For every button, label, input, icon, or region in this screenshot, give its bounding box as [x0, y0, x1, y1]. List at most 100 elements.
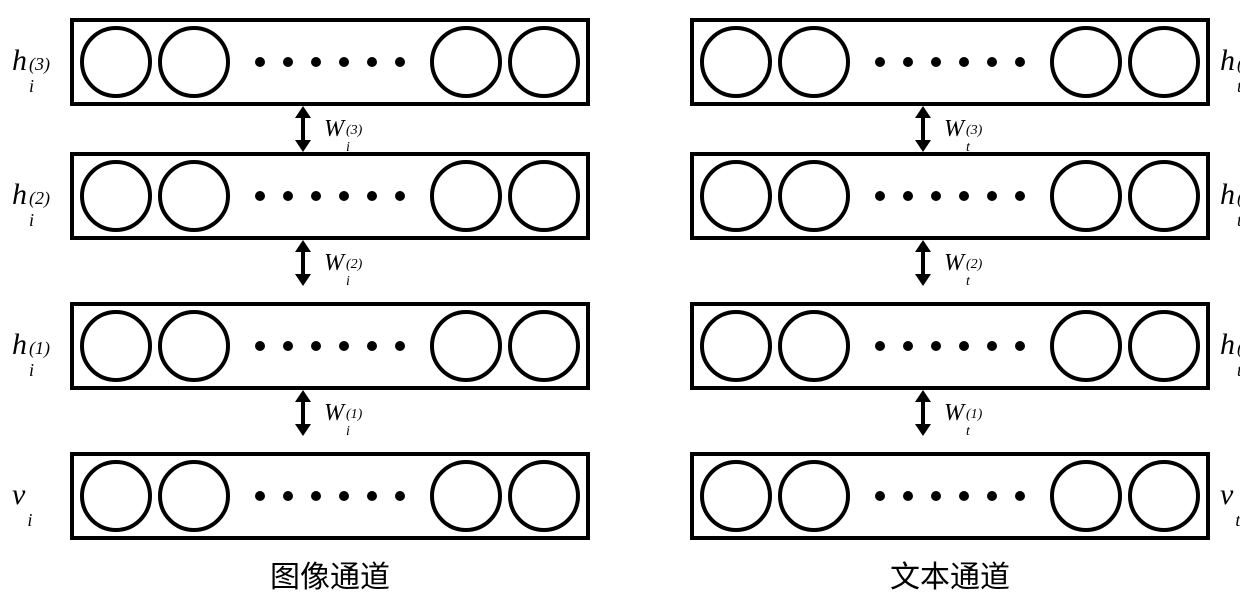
dot [339, 57, 349, 67]
dot [367, 491, 377, 501]
node-group [430, 160, 580, 232]
layer-label: vt [1220, 478, 1233, 512]
layer-box [690, 302, 1210, 390]
dot [987, 341, 997, 351]
layer-label: h(1)t [1220, 328, 1235, 362]
node-group [430, 460, 580, 532]
unit-node [700, 26, 772, 98]
dot [875, 191, 885, 201]
unit-node [508, 160, 580, 232]
dot [931, 491, 941, 501]
layer-label: h(2)t [1220, 178, 1235, 212]
layer-label: vi [12, 478, 25, 512]
weight-arrow: W(2)i [292, 240, 368, 286]
layer-label: h(3)t [1220, 44, 1235, 78]
weight-arrow: W(1)i [292, 390, 368, 436]
dot [959, 57, 969, 67]
double-arrow-icon [292, 106, 314, 152]
dbm-diagram: h(3)ih(2)ih(1)iviW(3)iW(2)iW(1)i图像通道h(3)… [0, 0, 1240, 610]
ellipsis-dots [875, 191, 1025, 201]
weight-label: W(2)i [320, 250, 368, 277]
unit-node [508, 26, 580, 98]
unit-node [158, 26, 230, 98]
dot [367, 191, 377, 201]
dot [395, 57, 405, 67]
layer-label: h(2)i [12, 178, 27, 212]
unit-node [430, 160, 502, 232]
dot [367, 57, 377, 67]
unit-node [1128, 310, 1200, 382]
dot [1015, 341, 1025, 351]
layer-box [70, 152, 590, 240]
ellipsis-dots [875, 57, 1025, 67]
dot [283, 491, 293, 501]
channel-title: 图像通道 [70, 552, 590, 596]
unit-node [80, 460, 152, 532]
weight-arrow: W(2)t [912, 240, 988, 286]
unit-node [700, 310, 772, 382]
dot [931, 191, 941, 201]
dot [395, 491, 405, 501]
node-group [430, 26, 580, 98]
dot [339, 341, 349, 351]
dot [931, 341, 941, 351]
unit-node [1050, 160, 1122, 232]
dot [959, 491, 969, 501]
unit-node [430, 26, 502, 98]
unit-node [158, 160, 230, 232]
unit-node [700, 460, 772, 532]
dot [367, 341, 377, 351]
unit-node [1050, 460, 1122, 532]
weight-label: W(3)t [940, 116, 988, 143]
unit-node [778, 310, 850, 382]
dot [255, 341, 265, 351]
unit-node [158, 310, 230, 382]
unit-node [430, 310, 502, 382]
dot [987, 191, 997, 201]
double-arrow-icon [912, 240, 934, 286]
unit-node [158, 460, 230, 532]
unit-node [508, 460, 580, 532]
node-group [80, 310, 230, 382]
node-group [1050, 460, 1200, 532]
layer-box [70, 452, 590, 540]
weight-arrow: W(3)t [912, 106, 988, 152]
unit-node [778, 460, 850, 532]
dot [395, 341, 405, 351]
dot [283, 341, 293, 351]
node-group [700, 26, 850, 98]
node-group [80, 160, 230, 232]
dot [903, 491, 913, 501]
dot [959, 191, 969, 201]
double-arrow-icon [912, 106, 934, 152]
ellipsis-dots [875, 491, 1025, 501]
node-group [700, 310, 850, 382]
dot [283, 191, 293, 201]
unit-node [700, 160, 772, 232]
weight-label: W(1)i [320, 400, 368, 427]
dot [311, 57, 321, 67]
unit-node [1050, 26, 1122, 98]
unit-node [1128, 460, 1200, 532]
dot [875, 57, 885, 67]
dot [311, 341, 321, 351]
dot [987, 57, 997, 67]
channel-left: h(3)ih(2)ih(1)iviW(3)iW(2)iW(1)i图像通道 [20, 0, 640, 610]
ellipsis-dots [875, 341, 1025, 351]
weight-arrow: W(3)i [292, 106, 368, 152]
unit-node [80, 160, 152, 232]
layer-box [70, 302, 590, 390]
ellipsis-dots [255, 57, 405, 67]
unit-node [778, 26, 850, 98]
double-arrow-icon [912, 390, 934, 436]
dot [1015, 491, 1025, 501]
dot [1015, 191, 1025, 201]
dot [339, 191, 349, 201]
node-group [1050, 26, 1200, 98]
dot [283, 57, 293, 67]
unit-node [508, 310, 580, 382]
dot [903, 341, 913, 351]
unit-node [778, 160, 850, 232]
layer-box [690, 18, 1210, 106]
double-arrow-icon [292, 390, 314, 436]
